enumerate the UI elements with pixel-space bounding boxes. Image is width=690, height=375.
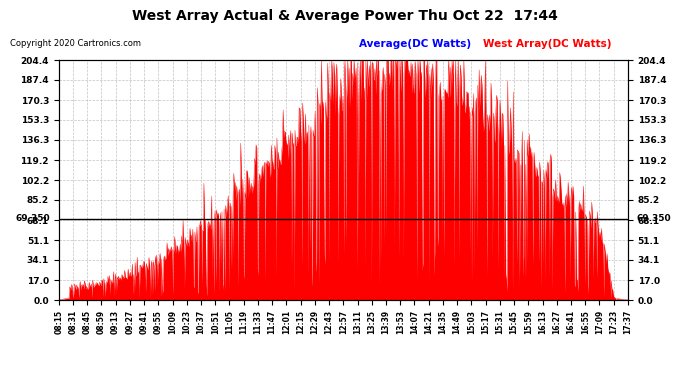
Text: Copyright 2020 Cartronics.com: Copyright 2020 Cartronics.com [10, 39, 141, 48]
Text: Average(DC Watts): Average(DC Watts) [359, 39, 471, 50]
Text: 69.350: 69.350 [16, 214, 50, 223]
Text: 69.350: 69.350 [636, 214, 671, 223]
Text: West Array(DC Watts): West Array(DC Watts) [483, 39, 611, 50]
Text: West Array Actual & Average Power Thu Oct 22  17:44: West Array Actual & Average Power Thu Oc… [132, 9, 558, 23]
